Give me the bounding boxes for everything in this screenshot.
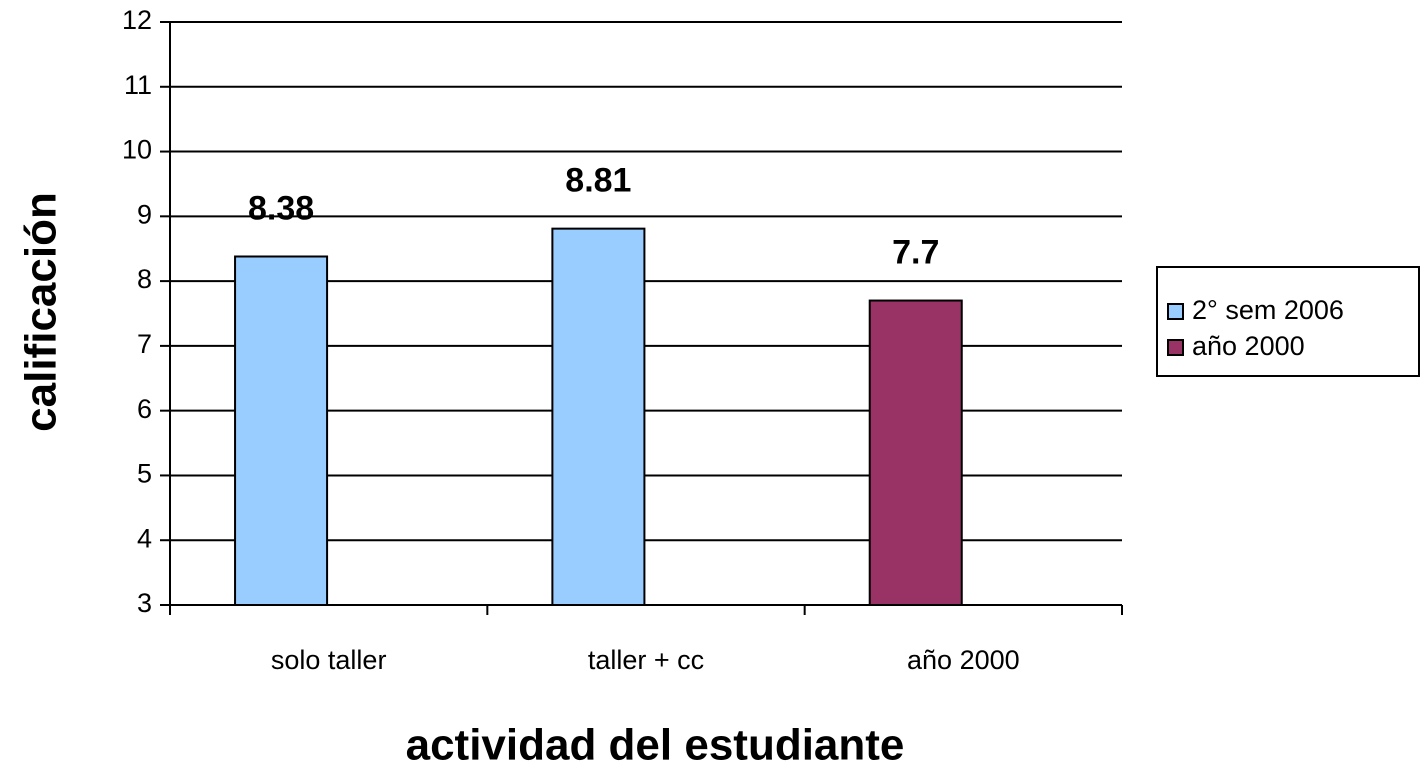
y-tick-label: 3 <box>137 588 152 618</box>
x-axis-title: actividad del estudiante <box>406 721 905 770</box>
y-tick-label: 10 <box>122 135 152 165</box>
y-axis-title: calificación <box>17 192 66 432</box>
x-tick-label: año 2000 <box>907 645 1020 675</box>
y-tick-label: 9 <box>137 199 152 229</box>
legend-swatch <box>1167 339 1184 356</box>
data-label: 8.81 <box>565 162 631 200</box>
x-tick-label: solo taller <box>271 645 387 675</box>
y-tick-label: 12 <box>122 5 152 35</box>
y-tick-label: 5 <box>137 459 152 489</box>
bar <box>868 299 963 606</box>
y-tick-label: 7 <box>137 329 152 359</box>
legend-label: 2° sem 2006 <box>1192 295 1344 325</box>
y-tick-label: 4 <box>137 523 152 553</box>
legend-label: año 2000 <box>1192 331 1305 361</box>
data-label: 7.7 <box>892 234 939 272</box>
y-tick-label: 8 <box>137 264 152 294</box>
legend-swatch <box>1167 303 1184 320</box>
bar <box>234 255 329 606</box>
legend-box <box>1156 266 1420 377</box>
data-label: 8.38 <box>248 189 314 227</box>
y-tick-label: 6 <box>137 394 152 424</box>
bar <box>551 227 646 606</box>
x-tick-label: taller + cc <box>588 645 704 675</box>
y-tick-label: 11 <box>124 70 152 100</box>
